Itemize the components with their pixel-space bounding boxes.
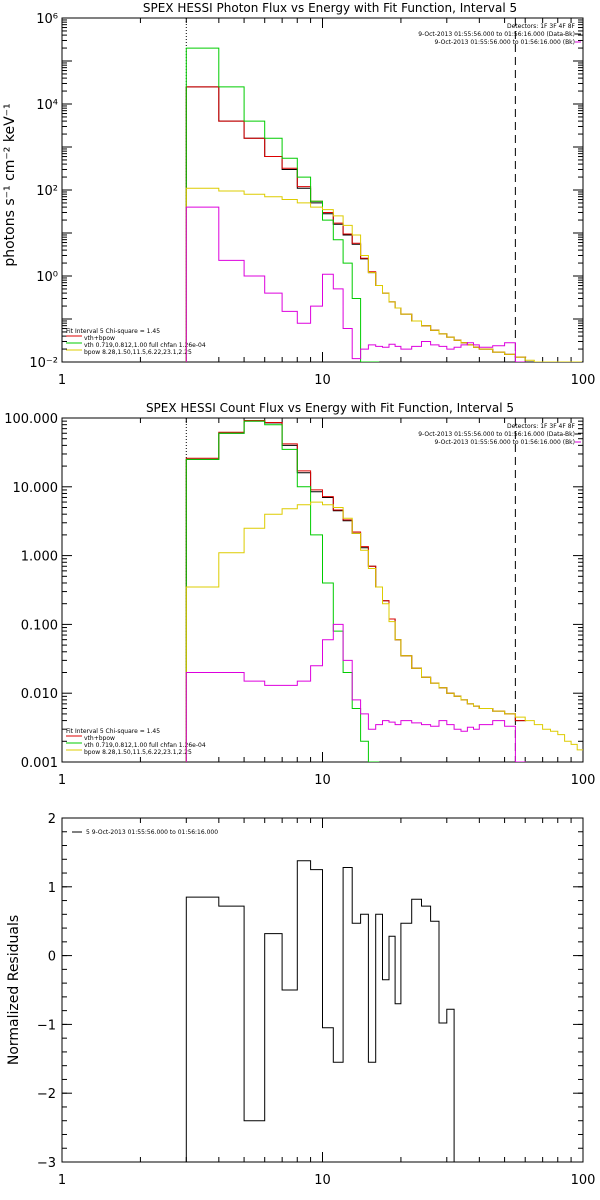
series-vth-bpow [185,420,527,762]
series-data-bk [185,86,527,362]
panel1-legend: Detectors: 1F 3F 4F 8F 9-Oct-2013 01:55:… [418,23,575,46]
y-tick-label: 1 [48,881,56,896]
y-tick-label: 0.010 [21,687,58,702]
panel2-legend-line-1: Detectors: 1F 3F 4F 8F [507,423,576,430]
y-tick-label: 10² [36,184,58,199]
panel2-fit-legend: Fit Interval 5 Chi-square = 1.45 vth+bpo… [66,728,206,756]
panel2-legend-line-3: 9-Oct-2013 01:55:56.000 to 01:56:16.000 … [435,439,576,446]
y-tick-label: −2 [37,1087,56,1102]
y-tick-label: −3 [37,1156,56,1171]
panel1-axes [61,17,584,363]
panel1-fit-legend: Fit Interval 5 Chi-square = 1.45 vth+bpo… [66,328,206,356]
x-tick-label: 1 [58,1173,66,1188]
x-tick-label: 100 [571,1173,596,1188]
y-tick-label: 10⁰ [36,270,58,285]
panel3-legend: 5 9-Oct-2013 01:55:56.000 to 01:56:16.00… [72,829,218,836]
panel1-legend-line-3: 9-Oct-2013 01:55:56.000 to 01:56:16.000 … [435,39,576,46]
series-bk [185,206,527,362]
panel2-fit-line-1: Fit Interval 5 Chi-square = 1.45 [66,728,160,735]
x-tick-label: 100 [571,373,596,388]
x-tick-label: 100 [571,773,596,788]
panel1-fit-line-4: bpow 8.28,1.50,11.5,6.22,23.1,2.25 [84,349,192,356]
y-tick-label: 10⁴ [36,98,58,113]
panel1-title: SPEX HESSI Photon Flux vs Energy with Fi… [143,1,517,15]
series-vth [185,420,380,762]
panel2-title: SPEX HESSI Count Flux vs Energy with Fit… [146,401,514,415]
panel2-fit-line-2: vth+bpow [84,735,115,742]
panel1-fit-line-1: Fit Interval 5 Chi-square = 1.45 [66,328,160,335]
y-tick-label: −1 [37,1018,56,1033]
series-data-bk [185,420,527,762]
y-tick-label: 10⁻² [29,356,58,371]
y-tick-label: 10.000 [13,481,59,496]
panel3-ylabel: Normalized Residuals [6,915,22,1065]
series-vth-bpow [185,86,527,362]
panel1-fit-line-3: vth 0.719,0.812,1.00 full chfan 1.26e-04 [84,342,206,349]
panel2-fit-line-4: bpow 8.28,1.50,11.5,6.22,23.1,2.25 [84,749,192,756]
series-bk [185,623,527,762]
y-tick-label: 100.000 [4,412,58,427]
photon-flux-panel: SPEX HESSI Photon Flux vs Energy with Fi… [2,1,595,388]
panel1-legend-line-1: Detectors: 1F 3F 4F 8F [507,23,576,30]
panel2-legend: Detectors: 1F 3F 4F 8F 9-Oct-2013 01:55:… [418,423,575,446]
series-5 [185,860,527,1162]
x-tick-label: 10 [314,373,331,388]
y-tick-label: 0.001 [21,756,58,771]
panel2-legend-line-2: 9-Oct-2013 01:55:56.000 to 01:56:16.000 … [418,431,575,438]
panel2-fit-line-3: vth 0.719,0.812,1.00 full chfan 1.26e-04 [84,742,206,749]
x-tick-label: 10 [314,1173,331,1188]
y-tick-label: 1.000 [21,550,58,565]
panel1-legend-line-2: 9-Oct-2013 01:55:56.000 to 01:56:16.000 … [418,31,575,38]
y-tick-label: 2 [48,812,56,827]
series-bpow [185,187,582,362]
y-tick-label: 0 [48,950,56,965]
y-tick-label: 0.100 [21,618,58,633]
panel1-ylabel: photons s⁻¹ cm⁻² keV⁻¹ [2,103,18,266]
series-vth [185,47,380,362]
panel3-legend-text: 5 9-Oct-2013 01:55:56.000 to 01:56:16.00… [86,829,218,836]
x-tick-label: 10 [314,773,331,788]
panel1-fit-line-2: vth+bpow [84,335,115,342]
panel2-axes [61,417,584,763]
y-tick-label: 10⁶ [36,12,58,27]
x-tick-label: 1 [58,773,66,788]
x-tick-label: 1 [58,373,66,388]
count-flux-panel: SPEX HESSI Count Flux vs Energy with Fit… [4,401,595,788]
series-bpow [185,501,583,762]
residuals-panel: Normalized Residuals 5 9-Oct-2013 01:55:… [6,812,595,1188]
